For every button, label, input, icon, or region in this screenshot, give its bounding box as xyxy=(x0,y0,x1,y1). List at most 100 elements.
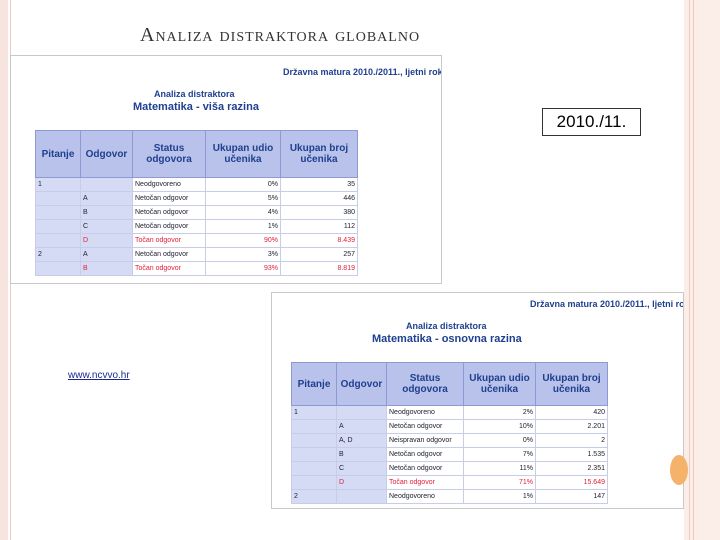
cell-status: Točan odgovor xyxy=(132,233,206,248)
cell-status: Netočan odgovor xyxy=(132,191,206,206)
bottom-title: Matematika - osnovna razina xyxy=(372,333,522,345)
table-row: C Netočan odgovor 11% 2.351 xyxy=(291,461,608,476)
cell-broj: 35 xyxy=(280,177,358,192)
cell-broj: 147 xyxy=(535,489,608,504)
cell-broj: 257 xyxy=(280,247,358,262)
cell-odgovor: A xyxy=(336,419,387,434)
cell-udio: 2% xyxy=(463,405,536,420)
top-data-table: Pitanje Odgovor Status odgovora Ukupan u… xyxy=(35,130,358,276)
cell-status: Točan odgovor xyxy=(386,475,464,490)
top-exam-label: Državna matura 2010./2011., ljetni rok xyxy=(283,67,442,77)
table-row: D Točan odgovor 90% 8.439 xyxy=(35,233,358,248)
top-title: Matematika - viša razina xyxy=(133,101,259,113)
cell-odgovor: A, D xyxy=(336,433,387,448)
table-row: D Točan odgovor 71% 15.649 xyxy=(291,475,608,490)
cell-udio: 90% xyxy=(205,233,281,248)
cell-udio: 3% xyxy=(205,247,281,262)
cell-pitanje xyxy=(35,233,81,248)
cell-odgovor xyxy=(80,177,133,192)
ncvvo-link[interactable]: www.ncvvo.hr xyxy=(68,370,130,381)
cell-odgovor: A xyxy=(80,247,133,262)
cell-odgovor: C xyxy=(336,461,387,476)
cell-udio: 7% xyxy=(463,447,536,462)
cell-odgovor: B xyxy=(80,205,133,220)
table-row: 1 Neodgovoreno 0% 35 xyxy=(35,177,358,192)
bottom-exam-label: Državna matura 2010./2011., ljetni rok xyxy=(530,299,684,309)
cell-status: Točan odgovor xyxy=(132,261,206,276)
table-row: B Netočan odgovor 4% 380 xyxy=(35,205,358,220)
cell-status: Netočan odgovor xyxy=(386,419,464,434)
cell-status: Netočan odgovor xyxy=(386,447,464,462)
cell-odgovor: B xyxy=(80,261,133,276)
cell-broj: 8.819 xyxy=(280,261,358,276)
cell-odgovor: D xyxy=(336,475,387,490)
cell-odgovor: D xyxy=(80,233,133,248)
cell-broj: 2 xyxy=(535,433,608,448)
cell-pitanje xyxy=(35,261,81,276)
cell-udio: 1% xyxy=(463,489,536,504)
cell-pitanje xyxy=(291,461,337,476)
top-subtitle: Analiza distraktora xyxy=(154,89,235,99)
cell-status: Neodgovoreno xyxy=(386,489,464,504)
cell-broj: 420 xyxy=(535,405,608,420)
header-broj: Ukupan broj učenika xyxy=(280,130,358,178)
frame-right-line xyxy=(689,0,690,540)
header-pitanje: Pitanje xyxy=(35,130,81,178)
table-row: B Netočan odgovor 7% 1.535 xyxy=(291,447,608,462)
cell-udio: 5% xyxy=(205,191,281,206)
table-row: 2 A Netočan odgovor 3% 257 xyxy=(35,247,358,262)
header-odgovor: Odgovor xyxy=(80,130,133,178)
cell-broj: 1.535 xyxy=(535,447,608,462)
decorative-circle xyxy=(670,455,688,485)
top-table-screenshot: Državna matura 2010./2011., ljetni rok A… xyxy=(10,55,442,284)
cell-broj: 8.439 xyxy=(280,233,358,248)
cell-pitanje xyxy=(291,475,337,490)
header-udio: Ukupan udio učenika xyxy=(205,130,281,178)
header-odgovor: Odgovor xyxy=(336,362,387,406)
table-row: A Netočan odgovor 5% 446 xyxy=(35,191,358,206)
table-row: C Netočan odgovor 1% 112 xyxy=(35,219,358,234)
cell-status: Netočan odgovor xyxy=(132,219,206,234)
cell-broj: 2.201 xyxy=(535,419,608,434)
cell-status: Neodgovoreno xyxy=(132,177,206,192)
table-row: 1 Neodgovoreno 2% 420 xyxy=(291,405,608,420)
cell-status: Netočan odgovor xyxy=(132,205,206,220)
cell-pitanje: 2 xyxy=(291,489,337,504)
cell-status: Neispravan odgovor xyxy=(386,433,464,448)
cell-broj: 15.649 xyxy=(535,475,608,490)
header-status: Status odgovora xyxy=(386,362,464,406)
cell-pitanje xyxy=(291,419,337,434)
cell-udio: 0% xyxy=(463,433,536,448)
bottom-subtitle: Analiza distraktora xyxy=(406,321,487,331)
frame-left-border xyxy=(0,0,8,540)
cell-udio: 0% xyxy=(205,177,281,192)
bottom-data-table: Pitanje Odgovor Status odgovora Ukupan u… xyxy=(291,362,608,504)
cell-udio: 4% xyxy=(205,205,281,220)
table-row: B Točan odgovor 93% 8.819 xyxy=(35,261,358,276)
header-pitanje: Pitanje xyxy=(291,362,337,406)
cell-odgovor: C xyxy=(80,219,133,234)
cell-odgovor xyxy=(336,405,387,420)
cell-udio: 1% xyxy=(205,219,281,234)
cell-status: Neodgovoreno xyxy=(386,405,464,420)
cell-pitanje: 1 xyxy=(35,177,81,192)
cell-broj: 2.351 xyxy=(535,461,608,476)
cell-pitanje xyxy=(35,219,81,234)
cell-pitanje xyxy=(35,191,81,206)
cell-odgovor: B xyxy=(336,447,387,462)
cell-udio: 11% xyxy=(463,461,536,476)
header-udio: Ukupan udio učenika xyxy=(463,362,536,406)
slide-title: Analiza distraktora globalno xyxy=(140,24,421,46)
bottom-table-screenshot: Državna matura 2010./2011., ljetni rok A… xyxy=(271,292,684,509)
table-row: A Netočan odgovor 10% 2.201 xyxy=(291,419,608,434)
cell-status: Netočan odgovor xyxy=(132,247,206,262)
table-row: A, D Neispravan odgovor 0% 2 xyxy=(291,433,608,448)
cell-broj: 112 xyxy=(280,219,358,234)
cell-pitanje: 1 xyxy=(291,405,337,420)
frame-right-border xyxy=(684,0,720,540)
header-broj: Ukupan broj učenika xyxy=(535,362,608,406)
cell-pitanje xyxy=(291,447,337,462)
cell-pitanje xyxy=(35,205,81,220)
frame-right-line-inner xyxy=(693,0,694,540)
cell-udio: 71% xyxy=(463,475,536,490)
